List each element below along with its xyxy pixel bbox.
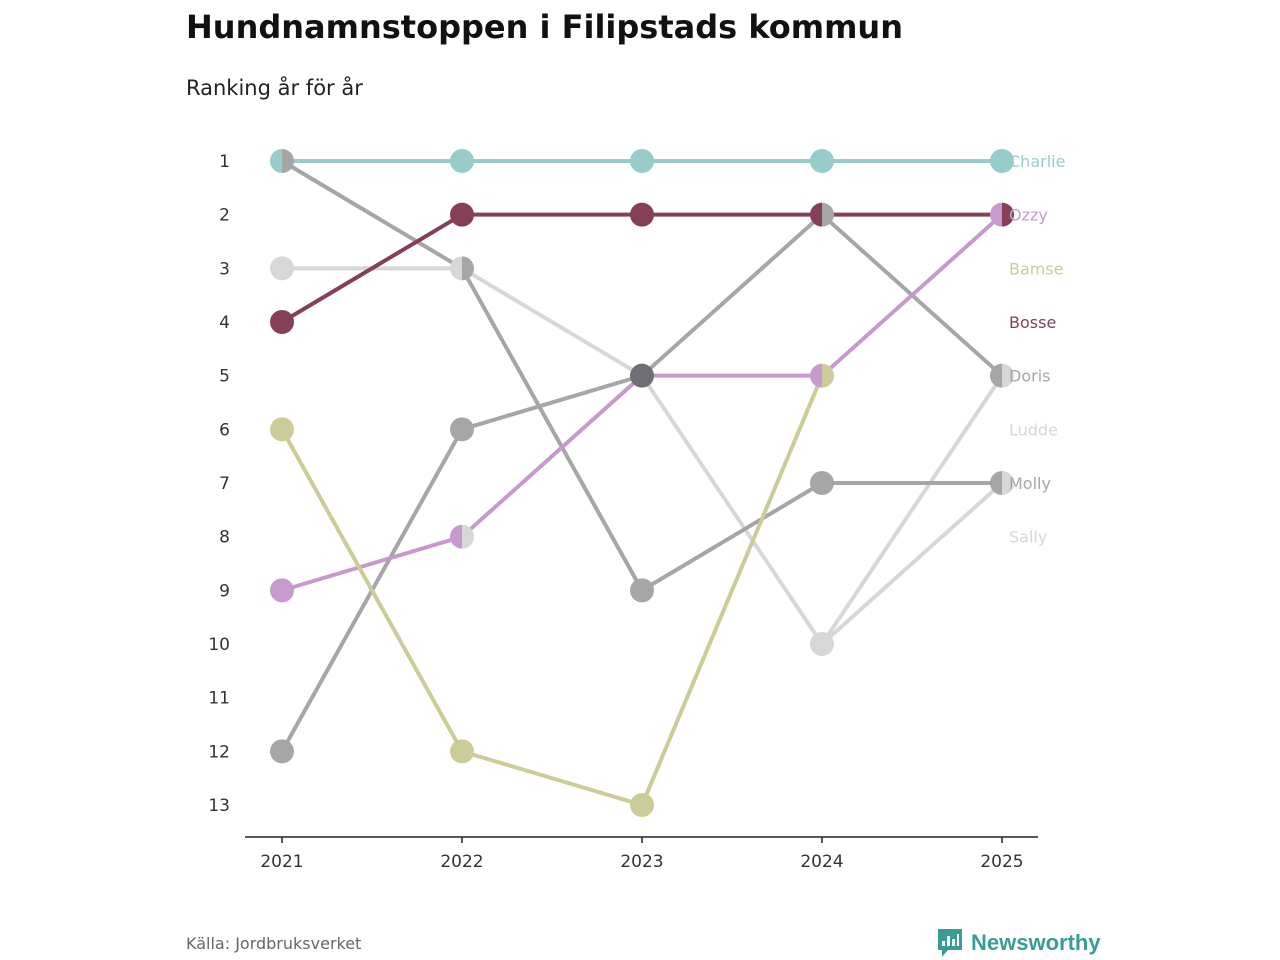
y-tick-label: 7 <box>219 474 230 494</box>
marker-ozzy <box>450 524 462 549</box>
series-line-doris <box>460 373 644 432</box>
y-tick-label: 12 <box>208 742 230 762</box>
y-tick-label: 6 <box>219 420 230 440</box>
series-line-ludde <box>460 266 644 378</box>
series-markers <box>270 149 1014 818</box>
series-line-bamse <box>460 749 644 808</box>
y-tick-label: 1 <box>219 152 230 172</box>
marker-bamse <box>630 793 654 818</box>
marker-sally <box>1002 471 1014 496</box>
legend-label-doris: Doris <box>1009 367 1050 386</box>
marker-bamse <box>270 417 294 442</box>
marker-bosse <box>810 202 822 227</box>
y-tick-label: 5 <box>219 367 230 387</box>
series-line-doris <box>640 212 824 378</box>
marker-bosse <box>630 202 654 227</box>
series-line-sally <box>820 481 1004 647</box>
legend-label-ludde: Ludde <box>1009 420 1058 439</box>
marker-sally <box>462 524 474 549</box>
y-tick-label: 10 <box>208 635 230 655</box>
series-line-ludde <box>820 373 1004 647</box>
series-line-ludde <box>640 373 824 647</box>
marker-charlie <box>270 149 282 173</box>
series-line-molly <box>640 481 824 593</box>
y-tick-label: 3 <box>219 259 230 279</box>
series-line-ozzy <box>280 534 464 593</box>
marker-shared <box>630 363 654 388</box>
series-line-molly <box>280 159 464 271</box>
marker-molly <box>990 471 1003 496</box>
marker-doris <box>270 739 294 764</box>
legend-label-bamse: Bamse <box>1009 259 1064 278</box>
marker-molly <box>282 149 294 173</box>
legend-label-bosse: Bosse <box>1009 313 1056 332</box>
brand-name: Newsworthy <box>971 930 1101 955</box>
x-tick-label: 2022 <box>440 852 483 872</box>
x-tick-label: 2021 <box>260 852 303 872</box>
marker-bosse <box>1002 202 1014 227</box>
y-tick-label: 9 <box>219 581 230 601</box>
legend-label-molly: Molly <box>1009 474 1051 493</box>
marker-doris <box>990 363 1002 388</box>
y-tick-label: 4 <box>219 313 230 333</box>
marker-molly <box>462 256 474 281</box>
chart-title: Hundnamnstoppen i Filipstads kommun <box>186 8 903 46</box>
series-lines <box>280 159 1004 808</box>
marker-ozzy <box>270 578 294 603</box>
x-tick-label: 2024 <box>800 852 843 872</box>
series-labels: Charlie Ozzy Bamse Bosse Doris Ludde Molly Sall… <box>1009 152 1065 547</box>
marker-ozzy <box>990 202 1002 227</box>
marker-charlie <box>990 149 1014 173</box>
series-line-bamse <box>640 373 824 808</box>
y-tick-label: 11 <box>208 689 230 709</box>
series-line-molly <box>460 266 644 593</box>
marker-ludde <box>270 256 294 281</box>
marker-ludde <box>810 632 822 657</box>
series-line-ozzy <box>460 373 644 539</box>
marker-doris <box>822 202 834 227</box>
marker-ozzy <box>810 363 822 388</box>
marker-ludde <box>450 256 462 281</box>
marker-bamse <box>822 363 834 388</box>
series-line-bosse <box>280 212 464 325</box>
y-tick-label: 8 <box>219 528 230 548</box>
source-note: Källa: Jordbruksverket <box>186 934 362 953</box>
marker-sally <box>822 632 834 657</box>
series-line-bamse <box>280 427 464 754</box>
y-tick-label: 13 <box>208 796 230 816</box>
chart-subtitle: Ranking år för år <box>186 76 363 100</box>
marker-bamse <box>450 739 474 764</box>
x-tick-label: 2025 <box>980 852 1023 872</box>
marker-charlie <box>630 149 654 173</box>
legend-label-sally: Sally <box>1009 528 1047 547</box>
legend-label-ozzy: Ozzy <box>1009 206 1048 225</box>
marker-charlie <box>810 149 834 173</box>
marker-molly <box>810 471 834 496</box>
marker-bosse <box>450 202 474 227</box>
marker-molly <box>630 578 654 603</box>
y-tick-label: 2 <box>219 206 230 226</box>
marker-ludde <box>1002 363 1014 388</box>
marker-doris <box>450 417 474 442</box>
brand-logo[interactable]: Newsworthy <box>937 928 1101 958</box>
series-line-ozzy <box>820 212 1004 378</box>
x-tick-label: 2023 <box>620 852 663 872</box>
newsworthy-logo-icon <box>938 929 962 957</box>
marker-charlie <box>450 149 474 173</box>
marker-bosse <box>270 310 294 335</box>
legend-label-charlie: Charlie <box>1009 152 1065 171</box>
